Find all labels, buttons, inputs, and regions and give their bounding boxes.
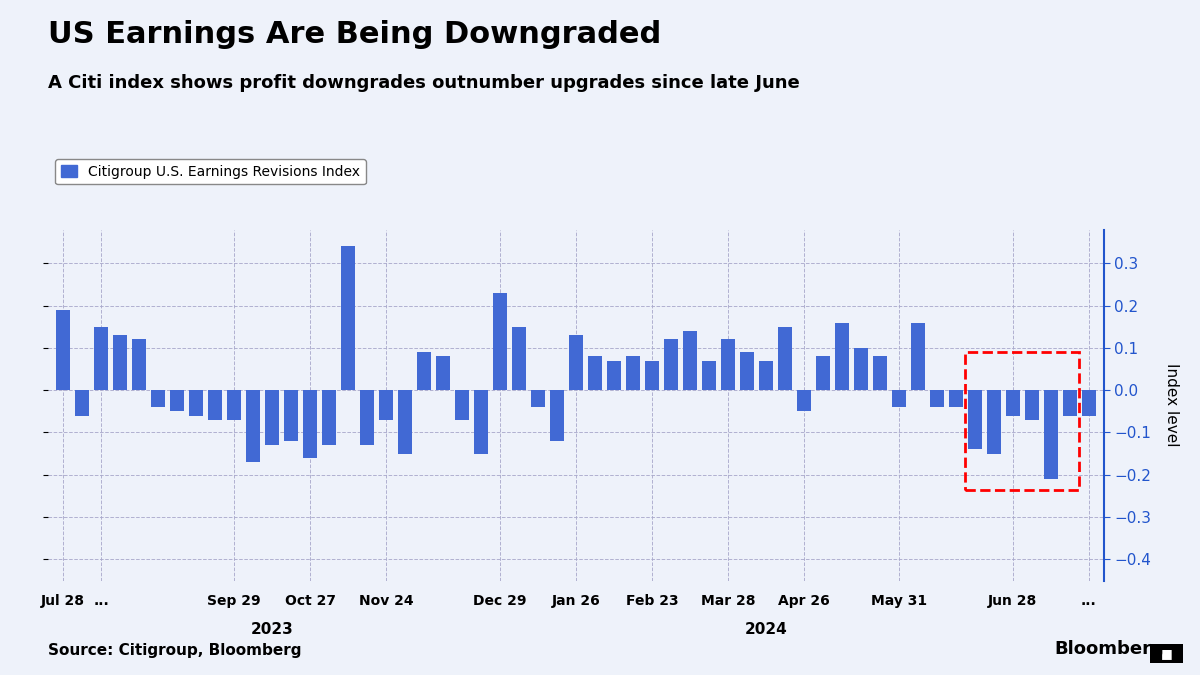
Bar: [569, 335, 583, 390]
Bar: [190, 390, 203, 416]
Bar: [968, 390, 982, 450]
Bar: [360, 390, 374, 446]
Bar: [437, 356, 450, 390]
Bar: [721, 340, 734, 390]
Bar: [284, 390, 298, 441]
Bar: [532, 390, 545, 407]
Bar: [512, 327, 526, 390]
Bar: [874, 356, 887, 390]
Bar: [760, 360, 773, 390]
Text: A Citi index shows profit downgrades outnumber upgrades since late June: A Citi index shows profit downgrades out…: [48, 74, 799, 92]
Bar: [988, 390, 1001, 454]
Bar: [76, 390, 89, 416]
Bar: [418, 352, 431, 390]
Bar: [816, 356, 829, 390]
Bar: [646, 360, 659, 390]
Text: 2024: 2024: [744, 622, 787, 637]
Bar: [702, 360, 715, 390]
Text: Bloomberg: Bloomberg: [1055, 640, 1164, 658]
Bar: [379, 390, 392, 420]
Bar: [1044, 390, 1057, 479]
Bar: [323, 390, 336, 446]
Bar: [265, 390, 278, 446]
Legend: Citigroup U.S. Earnings Revisions Index: Citigroup U.S. Earnings Revisions Index: [55, 159, 366, 184]
Bar: [1025, 390, 1039, 420]
Bar: [151, 390, 164, 407]
Bar: [607, 360, 620, 390]
Bar: [892, 390, 906, 407]
Bar: [1082, 390, 1096, 416]
Text: ■: ■: [1160, 647, 1172, 660]
Text: US Earnings Are Being Downgraded: US Earnings Are Being Downgraded: [48, 20, 661, 49]
Text: 2023: 2023: [251, 622, 294, 637]
Bar: [626, 356, 640, 390]
Bar: [56, 310, 70, 390]
Bar: [113, 335, 127, 390]
Bar: [474, 390, 488, 454]
Bar: [835, 323, 848, 390]
Bar: [1006, 390, 1020, 416]
Bar: [930, 390, 943, 407]
Bar: [550, 390, 564, 441]
Bar: [588, 356, 602, 390]
Bar: [797, 390, 811, 411]
Bar: [398, 390, 412, 454]
Bar: [455, 390, 469, 420]
Text: Source: Citigroup, Bloomberg: Source: Citigroup, Bloomberg: [48, 643, 301, 658]
Bar: [95, 327, 108, 390]
Bar: [341, 246, 355, 390]
Bar: [246, 390, 260, 462]
Bar: [209, 390, 222, 420]
Bar: [493, 293, 506, 390]
Bar: [227, 390, 241, 420]
Bar: [740, 352, 754, 390]
Bar: [304, 390, 317, 458]
Bar: [664, 340, 678, 390]
Bar: [1063, 390, 1076, 416]
Bar: [949, 390, 962, 407]
Bar: [854, 348, 868, 390]
Bar: [778, 327, 792, 390]
Bar: [132, 340, 146, 390]
Bar: [683, 331, 697, 390]
Y-axis label: Index level: Index level: [1164, 363, 1180, 447]
Bar: [170, 390, 184, 411]
Bar: [965, 352, 1079, 489]
Bar: [911, 323, 925, 390]
